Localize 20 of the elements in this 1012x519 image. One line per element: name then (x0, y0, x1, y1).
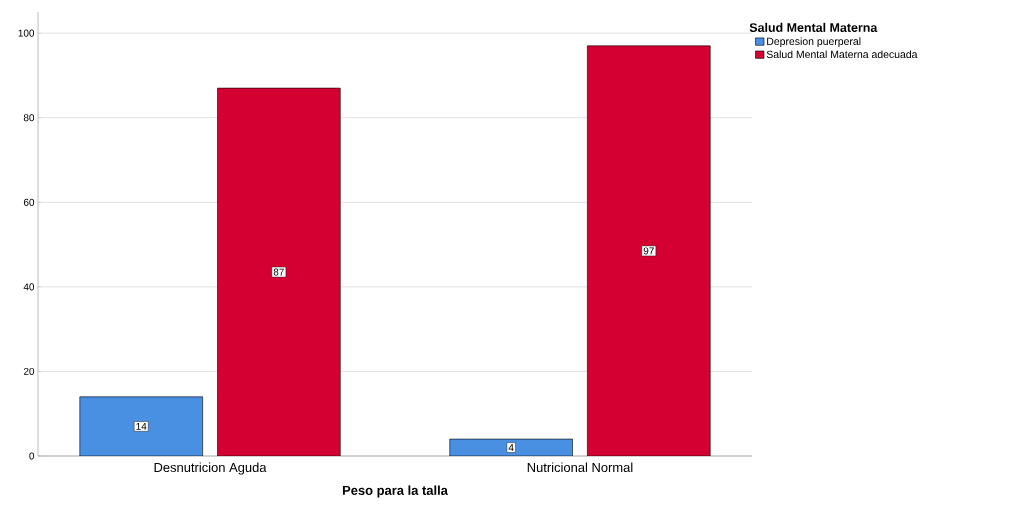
data-label: 14 (136, 422, 147, 430)
data-label: 97 (643, 247, 654, 255)
legend-label: Salud Mental Materna adecuada (766, 50, 918, 59)
x-tick-label: Nutricional Normal (527, 462, 633, 473)
data-label: 4 (508, 444, 514, 451)
y-tick-label: 20 (23, 367, 35, 375)
bar (587, 45, 711, 456)
data-label: 87 (273, 268, 284, 276)
y-tick-label: 80 (23, 114, 35, 122)
bar (217, 87, 341, 456)
y-tick-label: 100 (18, 29, 35, 37)
legend-label: Depresion puerperal (767, 37, 861, 48)
x-axis-title: Peso para la talla (342, 485, 448, 498)
legend-title: Salud Mental Materna (749, 22, 878, 32)
y-tick-label: 40 (23, 283, 35, 291)
bar (449, 438, 573, 456)
x-tick-label: Desnutricion Aguda (154, 462, 267, 475)
y-tick-label: 0 (29, 452, 35, 460)
y-tick-label: 60 (23, 198, 35, 206)
bar (79, 396, 203, 456)
